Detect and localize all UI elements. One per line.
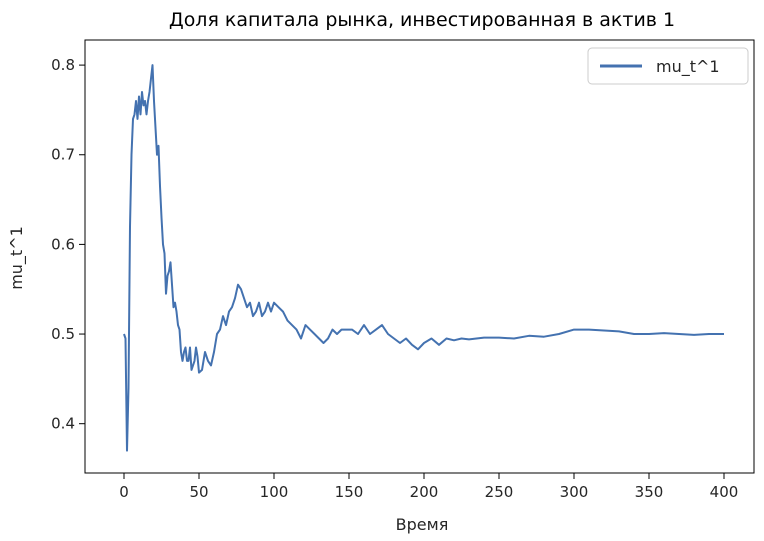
x-tick-label: 100 (260, 483, 289, 501)
x-axis-label: Время (396, 515, 449, 534)
plot-frame (84, 39, 755, 474)
legend-box (587, 47, 749, 85)
x-tick-label: 200 (410, 483, 439, 501)
x-tick-label: 250 (485, 483, 514, 501)
y-tick-label: 0.7 (51, 146, 75, 164)
y-tick-label: 0.8 (51, 56, 75, 74)
y-tick-label: 0.5 (51, 325, 75, 343)
y-tick-label: 0.6 (51, 235, 75, 253)
x-axis: 0 50 100 150 200 250 300 350 400 (119, 473, 738, 501)
x-tick-label: 0 (119, 483, 129, 501)
legend: mu_t^1 (587, 47, 749, 85)
x-tick-label: 150 (335, 483, 364, 501)
y-axis: 0.4 0.5 0.6 0.7 0.8 (51, 56, 85, 433)
chart-title: Доля капитала рынка, инвестированная в а… (169, 9, 675, 31)
y-axis-label: mu_t^1 (7, 226, 27, 290)
legend-label: mu_t^1 (656, 57, 720, 77)
series-layer (123, 64, 724, 452)
x-tick-label: 50 (189, 483, 208, 501)
x-tick-label: 350 (635, 483, 664, 501)
x-tick-label: 400 (710, 483, 739, 501)
y-tick-label: 0.4 (51, 415, 75, 433)
series-line (123, 64, 724, 452)
x-tick-label: 300 (560, 483, 589, 501)
